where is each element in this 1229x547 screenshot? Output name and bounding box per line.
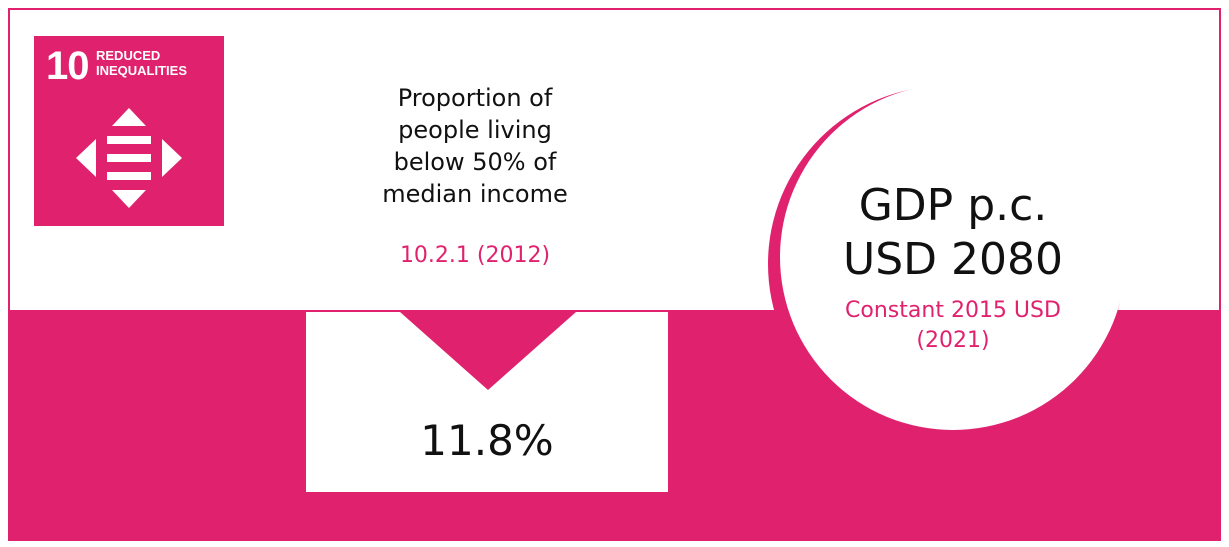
gdp-circle: GDP p.c. USD 2080 Constant 2015 USD (202… — [780, 84, 1126, 430]
down-arrow-icon — [400, 312, 576, 390]
sdg-goal-tile: 10 REDUCED INEQUALITIES — [34, 36, 224, 226]
sdg-goal-number: 10 — [46, 44, 89, 88]
reduced-inequalities-icon — [76, 108, 182, 208]
indicator-title-line: people living — [398, 116, 552, 144]
indicator-title-line: below 50% of — [393, 148, 557, 176]
gdp-value: USD 2080 — [843, 234, 1063, 285]
gdp-year: (2021) — [916, 328, 990, 353]
indicator-value: 11.8% — [420, 416, 554, 465]
indicator-title-line: median income — [382, 180, 568, 208]
indicator-code: 10.2.1 (2012) — [399, 243, 551, 268]
sdg-goal-name-line: REDUCED — [96, 48, 161, 63]
infographic-card: 10 REDUCED INEQUALITIES Proportion of pe… — [8, 8, 1221, 541]
indicator-title: Proportion of people living below 50% of… — [340, 82, 610, 210]
sdg-goal-name: REDUCED INEQUALITIES — [96, 48, 216, 78]
gdp-unit: Constant 2015 USD — [845, 298, 1061, 323]
sdg-goal-name-line: INEQUALITIES — [96, 63, 188, 78]
indicator-title-line: Proportion of — [397, 84, 553, 112]
indicator-value-box: 11.8% — [306, 312, 668, 492]
gdp-label: GDP p.c. — [858, 180, 1048, 231]
